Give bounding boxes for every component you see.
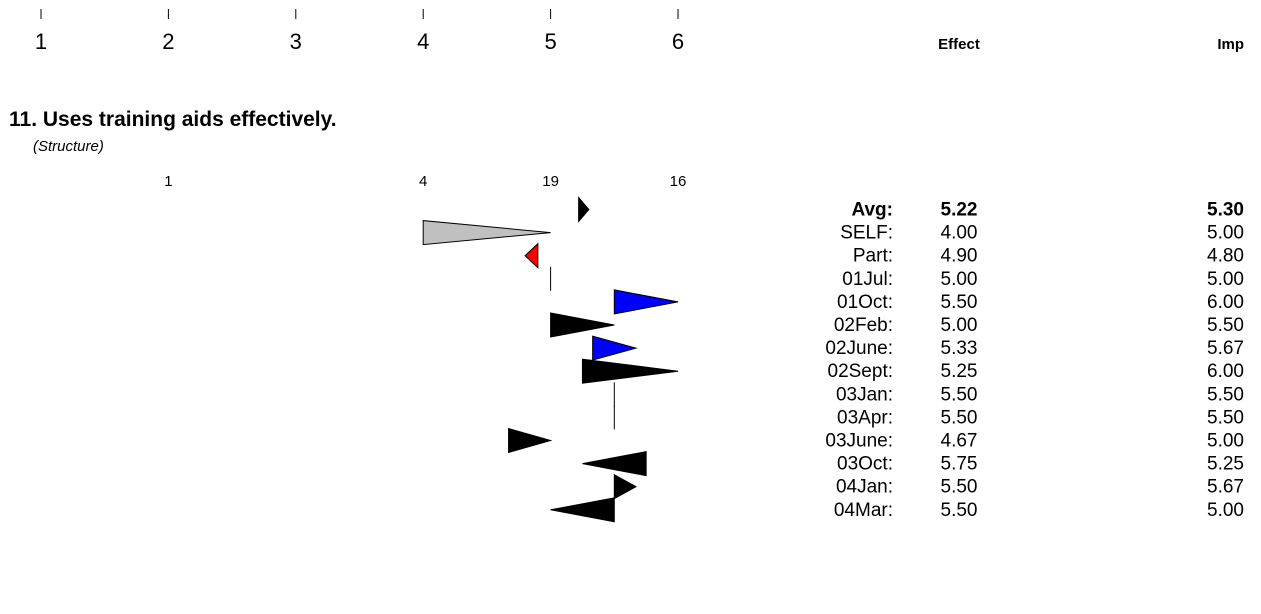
response-count: 19 bbox=[542, 173, 559, 190]
item-category: (Structure) bbox=[33, 138, 104, 155]
scale-tick-label: 2 bbox=[162, 29, 174, 54]
imp-column-header: Imp bbox=[1217, 36, 1244, 53]
row-label: 03Apr: bbox=[837, 407, 893, 428]
imp-value: 5.30 bbox=[1207, 200, 1244, 221]
imp-value: 4.80 bbox=[1207, 246, 1244, 267]
row-label: 02Feb: bbox=[834, 315, 893, 336]
scale-tick-label: 4 bbox=[417, 29, 429, 54]
row-label: 01Oct: bbox=[837, 292, 893, 313]
rating-wedge bbox=[422, 220, 551, 246]
imp-value: 5.50 bbox=[1207, 407, 1244, 428]
row-label: 04Mar: bbox=[834, 500, 893, 521]
scale-tick-label: 3 bbox=[290, 29, 302, 54]
imp-value: 5.50 bbox=[1207, 384, 1244, 405]
effect-value: 5.25 bbox=[941, 361, 978, 382]
rating-wedge bbox=[550, 497, 615, 523]
effect-value: 5.75 bbox=[941, 454, 978, 475]
effect-value: 4.90 bbox=[941, 246, 978, 267]
effect-value: 5.50 bbox=[941, 477, 978, 498]
effect-value: 4.00 bbox=[941, 223, 978, 244]
item-title: 11. Uses training aids effectively. bbox=[9, 108, 337, 131]
imp-value: 5.00 bbox=[1207, 269, 1244, 290]
row-label: Avg: bbox=[851, 200, 893, 221]
row-label: 03June: bbox=[825, 431, 893, 452]
effect-value: 5.50 bbox=[941, 292, 978, 313]
response-count: 4 bbox=[419, 173, 427, 190]
scale-tick-label: 5 bbox=[544, 29, 556, 54]
effect-value: 5.00 bbox=[941, 315, 978, 336]
scale-tick-label: 1 bbox=[35, 29, 47, 54]
response-count-row: 1 4 19 16 bbox=[164, 173, 686, 190]
effect-value: 4.67 bbox=[941, 431, 978, 452]
rating-table: Avg: 5.22 5.30 SELF: 4.00 5.00 Part: 4.90 4.80 01… bbox=[825, 200, 1244, 521]
row-label: 04Jan: bbox=[836, 477, 893, 498]
rating-wedge bbox=[508, 427, 553, 454]
effect-value: 5.33 bbox=[941, 338, 978, 359]
rating-wedge bbox=[578, 196, 590, 223]
imp-value: 5.50 bbox=[1207, 315, 1244, 336]
imp-value: 6.00 bbox=[1207, 292, 1244, 313]
rating-wedge bbox=[581, 358, 679, 384]
rating-marks bbox=[422, 196, 679, 523]
imp-value: 5.67 bbox=[1207, 338, 1244, 359]
effect-value: 5.50 bbox=[941, 500, 978, 521]
rating-wedge bbox=[613, 289, 679, 315]
effect-value: 5.50 bbox=[941, 407, 978, 428]
row-label: Part: bbox=[853, 246, 893, 267]
scale-tick-label: 6 bbox=[672, 29, 684, 54]
rating-wedge bbox=[613, 473, 637, 500]
effect-column-header: Effect bbox=[938, 36, 980, 53]
imp-value: 5.00 bbox=[1207, 223, 1244, 244]
imp-value: 5.00 bbox=[1207, 431, 1244, 452]
effect-value: 5.22 bbox=[941, 200, 978, 221]
imp-value: 5.00 bbox=[1207, 500, 1244, 521]
rating-wedge bbox=[524, 242, 539, 269]
imp-value: 5.25 bbox=[1207, 454, 1244, 475]
row-label: 01Jul: bbox=[842, 269, 893, 290]
imp-value: 5.67 bbox=[1207, 477, 1244, 498]
effect-value: 5.00 bbox=[941, 269, 978, 290]
response-count: 16 bbox=[670, 173, 687, 190]
row-label: SELF: bbox=[840, 223, 893, 244]
row-label: 03Oct: bbox=[837, 454, 893, 475]
row-label: 02June: bbox=[825, 338, 893, 359]
imp-value: 6.00 bbox=[1207, 361, 1244, 382]
top-scale-axis: 1 2 3 4 5 6 bbox=[35, 9, 684, 54]
effect-value: 5.50 bbox=[941, 384, 978, 405]
rating-wedge bbox=[582, 450, 647, 477]
rating-wedge bbox=[592, 335, 638, 361]
response-count: 1 bbox=[164, 173, 172, 190]
row-label: 03Jan: bbox=[836, 384, 893, 405]
row-label: 02Sept: bbox=[828, 361, 894, 382]
rating-wedge bbox=[550, 312, 615, 338]
